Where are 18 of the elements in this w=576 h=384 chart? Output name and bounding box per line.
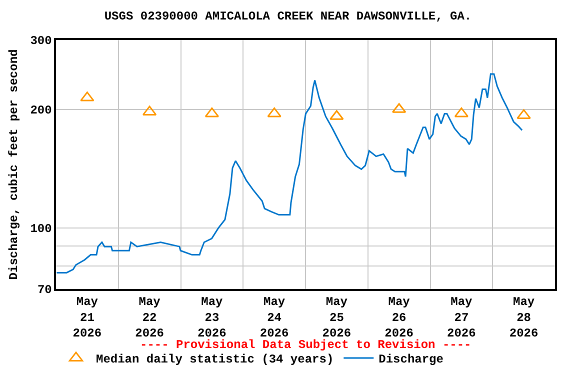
legend-label: Discharge [378, 352, 444, 367]
legend-label: Median daily statistic (34 years) [96, 352, 334, 367]
x-tick-label: May 23 2026 [198, 295, 226, 340]
x-tick-label: May 28 2026 [509, 295, 538, 340]
chart-title: USGS 02390000 AMICALOLA CREEK NEAR DAWSONVILLE, GA. [104, 10, 472, 24]
y-tick-label: 300 [30, 34, 52, 48]
x-tick-label: May 26 2026 [384, 295, 414, 340]
y-tick-label: 200 [30, 104, 52, 118]
x-tick-label: May 27 2026 [447, 295, 476, 340]
x-tick-label: May 21 2026 [72, 295, 102, 340]
x-tick-label: May 24 2026 [260, 295, 289, 340]
y-tick-label: 70 [37, 283, 52, 298]
text: ---- Provisional Data Subject to Revision ---- [140, 338, 472, 352]
line-series [56, 73, 523, 274]
x-tick-label: May 25 2026 [322, 295, 352, 340]
y-axis-title: Discharge, cubic feet per second [7, 49, 22, 280]
y-tick-label: 100 [30, 222, 52, 236]
x-tick-label: May 22 2026 [135, 295, 164, 340]
